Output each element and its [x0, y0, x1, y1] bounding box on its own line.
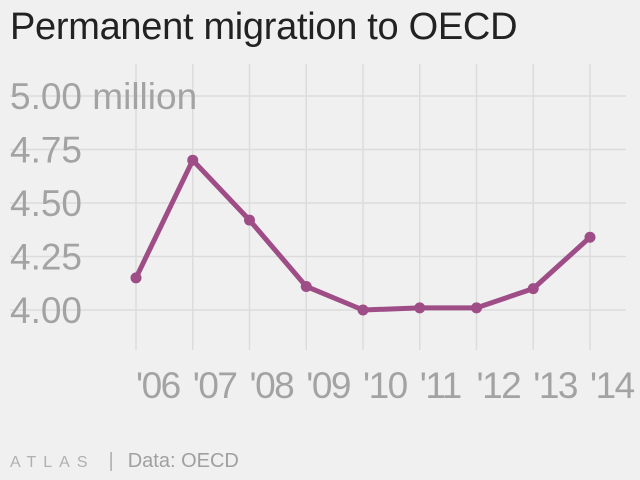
source-label: Data: OECD [127, 450, 239, 472]
footer: ATLAS | Data: OECD [10, 450, 239, 473]
chart-title: Permanent migration to OECD [10, 6, 518, 48]
x-tick-label: '07 [193, 365, 237, 406]
series-layer [130, 154, 596, 316]
y-tick-label: 4.75 [10, 130, 82, 171]
y-tick-label: 5.00 million [10, 76, 197, 117]
data-point [130, 272, 142, 284]
x-tick-label: '09 [306, 365, 350, 406]
y-tick-label: 4.25 [10, 237, 82, 278]
y-tick-label: 4.00 [10, 290, 82, 331]
data-point [527, 283, 539, 295]
x-tick-label: '06 [136, 365, 180, 406]
y-tick-label: 4.50 [10, 183, 82, 224]
atlas-logo: ATLAS [10, 454, 95, 471]
x-gridlines [135, 64, 591, 350]
data-point [187, 154, 199, 166]
data-point [471, 302, 482, 314]
data-point [414, 302, 426, 314]
data-point [357, 304, 369, 316]
x-tick-label: '10 [363, 365, 408, 406]
data-point [584, 231, 596, 243]
x-tick-label: '08 [250, 365, 294, 406]
data-point [300, 280, 312, 292]
data-point [244, 214, 255, 226]
y-axis-labels: 4.00 4.25 4.50 4.75 5.00 million [10, 76, 197, 331]
x-tick-label: '13 [533, 365, 577, 406]
x-tick-label: '11 [420, 365, 461, 406]
footer-separator: | [108, 450, 114, 472]
x-tick-label: '12 [477, 365, 521, 406]
x-tick-label: '14 [590, 365, 635, 406]
y-gridlines [10, 95, 626, 311]
x-axis-labels: '06 '07 '08 '09 '10 '11 '12 '13 '14 [136, 365, 636, 406]
